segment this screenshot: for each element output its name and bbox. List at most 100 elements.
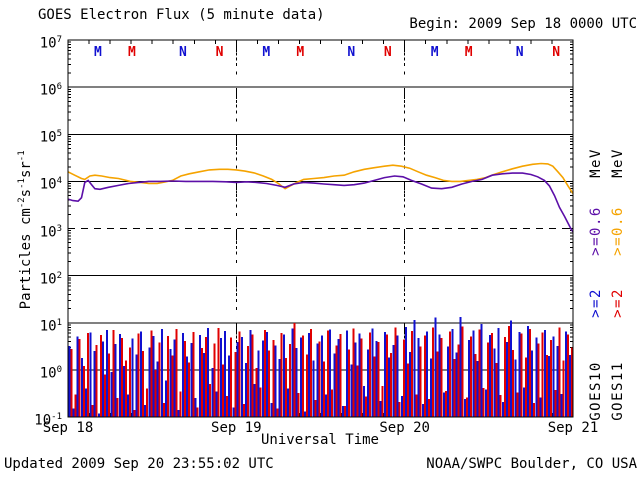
flux-spike-red xyxy=(74,394,77,417)
flux-spike-red xyxy=(369,332,372,417)
flux-spike-red xyxy=(175,328,178,417)
flux-spike-red xyxy=(99,334,102,417)
flux-spike-red xyxy=(335,345,338,417)
flux-spike-blue xyxy=(76,336,79,417)
legend-goes10-part: >=0.6 xyxy=(588,206,604,256)
flux-spike-blue xyxy=(266,332,269,417)
flux-spike-blue xyxy=(127,394,130,417)
satellite-marker-n: N xyxy=(179,45,187,60)
flux-spike-blue xyxy=(291,328,294,417)
flux-spike-blue xyxy=(181,333,184,417)
x-tick-label: Sep 21 xyxy=(547,420,599,436)
flux-spike-red xyxy=(238,331,241,417)
flux-spike-red xyxy=(415,394,418,417)
flux-spike-blue xyxy=(413,319,416,417)
flux-spike-red xyxy=(322,361,325,417)
satellite-marker-m: M xyxy=(94,45,102,60)
y-tick-label: 107 xyxy=(39,35,62,52)
flux-spike-blue xyxy=(152,336,155,417)
flux-spike-blue xyxy=(472,330,475,417)
flux-spike-red xyxy=(482,388,485,417)
flux-spike-red xyxy=(78,339,81,417)
flux-spike-blue xyxy=(194,398,197,417)
flux-spike-blue xyxy=(329,329,332,417)
flux-spike-blue xyxy=(198,334,201,417)
flux-spike-blue xyxy=(539,397,542,417)
flux-spike-red xyxy=(440,338,443,417)
flux-spike-blue xyxy=(85,388,88,417)
flux-spike-blue xyxy=(299,337,302,417)
flux-spike-red xyxy=(133,410,136,417)
flux-spike-red xyxy=(554,390,557,417)
legend-goes11-name: GOES11 xyxy=(610,361,626,421)
flux-spike-blue xyxy=(160,329,163,417)
begin-time-label: Begin: 2009 Sep 18 0000 UTC xyxy=(409,16,637,32)
flux-spike-blue xyxy=(358,333,361,417)
flux-spike-red xyxy=(103,374,106,417)
flux-spike-red xyxy=(465,397,468,417)
updated-timestamp: Updated 2009 Sep 20 23:55:02 UTC xyxy=(4,456,274,472)
flux-spike-blue xyxy=(421,403,424,417)
flux-spike-blue xyxy=(278,359,281,417)
flux-spike-blue xyxy=(484,389,487,417)
legend-goes11-part: >=0.6 xyxy=(610,206,626,256)
flux-spike-blue xyxy=(505,341,508,417)
flux-spike-blue xyxy=(68,346,71,417)
y-tick-label: 10-1 xyxy=(34,412,62,429)
flux-spike-red xyxy=(402,339,405,417)
flux-spike-blue xyxy=(320,335,323,417)
flux-spike-blue xyxy=(400,395,403,417)
flux-spike-blue xyxy=(463,399,466,417)
flux-spike-red xyxy=(251,334,254,417)
flux-spike-red xyxy=(188,362,191,417)
flux-spike-blue xyxy=(341,406,344,417)
flux-spike-red xyxy=(470,336,473,417)
flux-spike-red xyxy=(423,335,426,417)
flux-spike-red xyxy=(289,344,292,417)
flux-spike-red xyxy=(436,351,439,417)
satellite-marker-n: N xyxy=(516,45,524,60)
flux-spike-blue xyxy=(426,331,429,417)
flux-spike-blue xyxy=(270,402,273,417)
flux-spike-blue xyxy=(417,338,420,417)
flux-spike-red xyxy=(339,333,342,417)
flux-spike-blue xyxy=(535,337,538,417)
flux-spike-red xyxy=(453,359,456,417)
flux-spike-blue xyxy=(362,386,365,417)
flux-spike-blue xyxy=(375,340,378,417)
x-tick-label: Sep 19 xyxy=(211,420,262,436)
flux-spike-red xyxy=(129,347,132,417)
flux-spike-blue xyxy=(451,328,454,417)
flux-spike-red xyxy=(428,399,431,417)
x-tick-label: Sep 18 xyxy=(42,420,94,436)
flux-spike-red xyxy=(196,407,199,417)
flux-spike-red xyxy=(263,329,266,417)
flux-spike-red xyxy=(533,402,536,417)
flux-spike-red xyxy=(162,402,165,417)
flux-spike-blue xyxy=(447,346,450,417)
flux-spike-blue xyxy=(257,350,260,417)
flux-spike-red xyxy=(70,348,73,417)
flux-spike-blue xyxy=(367,349,370,417)
satellite-marker-n: N xyxy=(216,45,224,60)
flux-spike-blue xyxy=(110,372,113,417)
flux-spike-blue xyxy=(219,337,222,417)
flux-spike-blue xyxy=(354,342,357,417)
flux-spike-blue xyxy=(531,350,534,417)
x-axis-title: Universal Time xyxy=(260,432,379,448)
flux-spike-blue xyxy=(350,364,353,417)
flux-spike-red xyxy=(318,341,321,417)
flux-spike-red xyxy=(449,331,452,417)
flux-spike-blue xyxy=(548,356,551,417)
flux-spike-blue xyxy=(337,339,340,417)
flux-spike-red xyxy=(377,342,380,417)
flux-spike-blue xyxy=(383,331,386,417)
flux-spike-red xyxy=(305,354,308,417)
flux-spike-blue xyxy=(156,361,159,417)
flux-spike-red xyxy=(242,403,245,417)
flux-spike-red xyxy=(343,406,346,417)
flux-spike-blue xyxy=(430,358,433,417)
flux-spike-red xyxy=(406,363,409,417)
